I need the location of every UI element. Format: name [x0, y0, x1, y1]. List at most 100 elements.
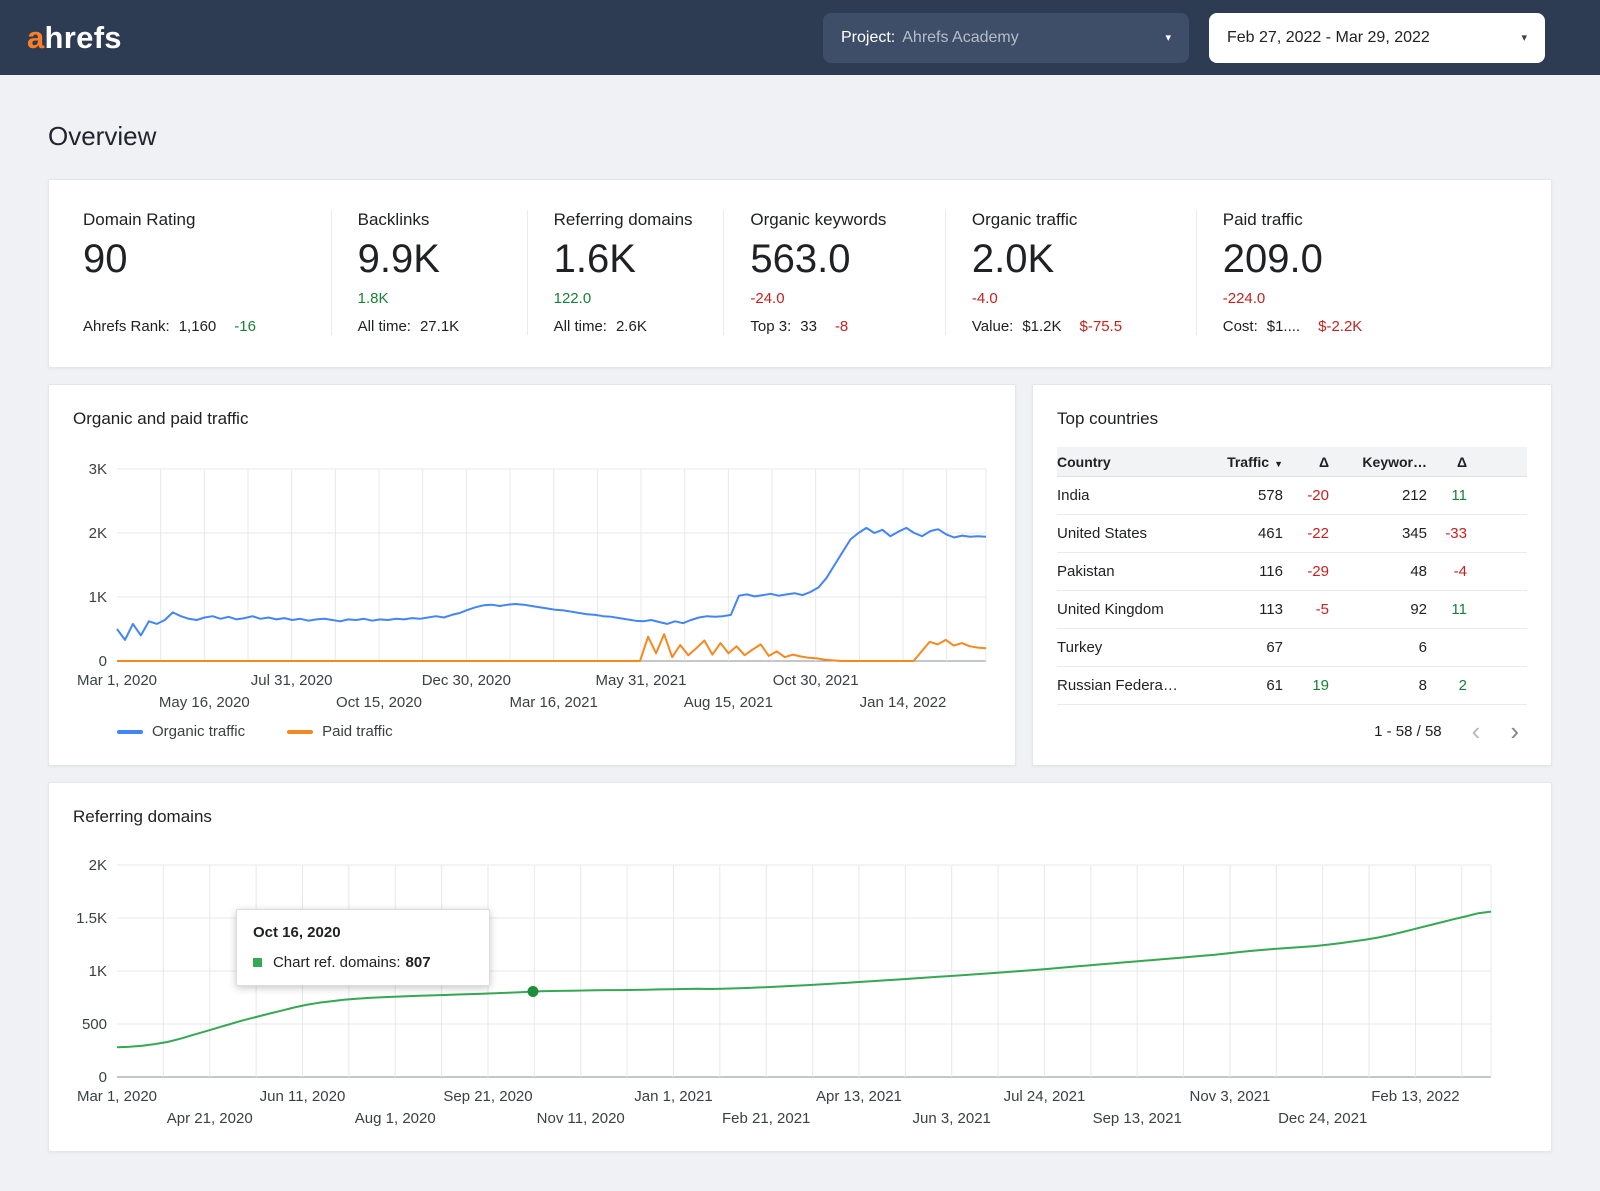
prev-page-icon[interactable]: ‹: [1472, 721, 1481, 741]
table-pagination: 1 - 58 / 58 ‹ ›: [1057, 721, 1527, 741]
metric-delta: 1.8K: [358, 290, 527, 308]
svg-text:Dec 24, 2021: Dec 24, 2021: [1278, 1110, 1367, 1127]
tooltip-value: 807: [406, 954, 431, 971]
metric-sub-delta: $-75.5: [1080, 318, 1123, 335]
top-countries-title: Top countries: [1057, 409, 1527, 429]
project-selector[interactable]: Project: Ahrefs Academy ▾: [823, 13, 1189, 63]
svg-text:Mar 16, 2021: Mar 16, 2021: [509, 694, 597, 711]
country-traffic: 461: [1221, 525, 1283, 542]
col-header-traffic-delta[interactable]: Δ: [1283, 454, 1329, 470]
metric-sub-label: Ahrefs Rank:: [83, 318, 170, 335]
svg-text:Nov 3, 2021: Nov 3, 2021: [1189, 1088, 1270, 1105]
metric-backlinks: Backlinks9.9K1.8KAll time:27.1K: [331, 210, 527, 335]
metric-label: Paid traffic: [1223, 210, 1551, 230]
metric-label: Organic traffic: [972, 210, 1196, 230]
country-row: Pakistan116-2948-4: [1057, 553, 1527, 591]
col-header-country[interactable]: Country: [1057, 454, 1221, 470]
project-value: Ahrefs Academy: [902, 29, 1155, 47]
country-traffic-delta: -22: [1283, 525, 1329, 542]
country-traffic-delta: 19: [1283, 677, 1329, 694]
svg-text:0: 0: [99, 1069, 107, 1086]
countries-table: Country Traffic▼ Δ Keywor… Δ India578-20…: [1057, 447, 1527, 705]
country-traffic: 578: [1221, 487, 1283, 504]
metric-domain-rating: Domain Rating90 Ahrefs Rank:1,160-16: [49, 210, 331, 335]
svg-text:May 16, 2020: May 16, 2020: [159, 694, 250, 711]
metric-value: 2.0K: [972, 237, 1196, 281]
country-traffic-delta: -20: [1283, 487, 1329, 504]
svg-text:Jan 14, 2022: Jan 14, 2022: [860, 694, 947, 711]
top-navbar: ahrefs Project: Ahrefs Academy ▾ Feb 27,…: [0, 0, 1600, 75]
svg-text:2K: 2K: [89, 525, 107, 542]
svg-text:Sep 13, 2021: Sep 13, 2021: [1093, 1110, 1182, 1127]
country-kw-delta: 2: [1427, 677, 1467, 694]
country-keywords: 8: [1329, 677, 1427, 694]
metric-value: 563.0: [750, 237, 945, 281]
ahrefs-logo: ahrefs: [27, 20, 122, 56]
metric-label: Organic keywords: [750, 210, 945, 230]
svg-text:2K: 2K: [89, 857, 107, 874]
col-header-traffic[interactable]: Traffic▼: [1221, 454, 1283, 470]
legend-label: Paid traffic: [322, 723, 393, 740]
metric-organic-keywords: Organic keywords563.0-24.0Top 3:33-8: [723, 210, 945, 335]
organic-paid-traffic-chart[interactable]: 01K2K3KMar 1, 2020May 16, 2020Jul 31, 20…: [73, 437, 993, 715]
col-header-kw-delta[interactable]: Δ: [1427, 454, 1467, 470]
highlighted-point: [527, 986, 538, 997]
metric-sub-delta: $-2.2K: [1318, 318, 1362, 335]
country-name: Pakistan: [1057, 563, 1221, 580]
metric-sub-value: 2.6K: [616, 318, 647, 335]
next-page-icon[interactable]: ›: [1510, 721, 1519, 741]
metric-sub-label: Top 3:: [750, 318, 791, 335]
country-traffic: 113: [1221, 601, 1283, 618]
logo-letter-a: a: [27, 20, 45, 55]
svg-text:May 31, 2021: May 31, 2021: [596, 672, 687, 689]
svg-text:Jun 11, 2020: Jun 11, 2020: [260, 1088, 346, 1105]
metric-referring-domains: Referring domains1.6K122.0All time:2.6K: [527, 210, 724, 335]
metric-label: Referring domains: [554, 210, 724, 230]
legend-label: Organic traffic: [152, 723, 245, 740]
metric-delta: -224.0: [1223, 290, 1551, 308]
metric-sub-value: 27.1K: [420, 318, 459, 335]
metric-value: 1.6K: [554, 237, 724, 281]
metric-sub-value: $1.2K: [1022, 318, 1061, 335]
svg-text:Nov 11, 2020: Nov 11, 2020: [537, 1110, 625, 1127]
metric-sub-value: $1....: [1267, 318, 1300, 335]
country-keywords: 48: [1329, 563, 1427, 580]
legend-swatch: [287, 730, 313, 734]
svg-text:Jul 24, 2021: Jul 24, 2021: [1004, 1088, 1086, 1105]
legend-item: Organic traffic: [117, 723, 245, 740]
traffic-chart-wrap: 01K2K3KMar 1, 2020May 16, 2020Jul 31, 20…: [73, 437, 991, 715]
metric-delta: [83, 290, 331, 308]
metric-sub-value: 1,160: [179, 318, 217, 335]
country-row: United States461-22345-33: [1057, 515, 1527, 553]
svg-text:Mar 1, 2020: Mar 1, 2020: [77, 672, 157, 689]
metric-value: 209.0: [1223, 237, 1551, 281]
country-row: Russian Federa…611982: [1057, 667, 1527, 705]
svg-text:1.5K: 1.5K: [76, 910, 107, 927]
svg-text:Apr 13, 2021: Apr 13, 2021: [816, 1088, 902, 1105]
svg-text:Jun 3, 2021: Jun 3, 2021: [913, 1110, 991, 1127]
charts-row: Organic and paid traffic 01K2K3KMar 1, 2…: [48, 384, 1552, 766]
traffic-chart-title: Organic and paid traffic: [73, 409, 991, 429]
country-kw-delta: 11: [1427, 601, 1467, 618]
col-header-keywords[interactable]: Keywor…: [1329, 454, 1427, 470]
legend-swatch: [117, 730, 143, 734]
svg-text:Aug 15, 2021: Aug 15, 2021: [684, 694, 773, 711]
sort-desc-icon: ▼: [1274, 459, 1283, 469]
chart-tooltip: Oct 16, 2020 Chart ref. domains: 807: [236, 909, 490, 986]
date-range-selector[interactable]: Feb 27, 2022 - Mar 29, 2022 ▾: [1209, 13, 1545, 63]
dashboard-page: { "colors": { "navbar_bg": "#2d3b53", "a…: [0, 0, 1600, 1191]
svg-text:Dec 30, 2020: Dec 30, 2020: [422, 672, 511, 689]
country-name: United Kingdom: [1057, 601, 1221, 618]
country-traffic: 67: [1221, 639, 1283, 656]
tooltip-label: Chart ref. domains:: [273, 954, 401, 971]
svg-text:500: 500: [82, 1016, 107, 1033]
country-traffic: 116: [1221, 563, 1283, 580]
metric-paid-traffic: Paid traffic209.0-224.0Cost:$1....$-2.2K: [1196, 210, 1551, 335]
traffic-legend: Organic traffic Paid traffic: [117, 723, 991, 740]
country-row: United Kingdom113-59211: [1057, 591, 1527, 629]
metric-sub-label: All time:: [358, 318, 411, 335]
country-traffic: 61: [1221, 677, 1283, 694]
metric-sub-label: All time:: [554, 318, 607, 335]
svg-text:Feb 21, 2021: Feb 21, 2021: [722, 1110, 810, 1127]
page-title: Overview: [48, 121, 1552, 152]
